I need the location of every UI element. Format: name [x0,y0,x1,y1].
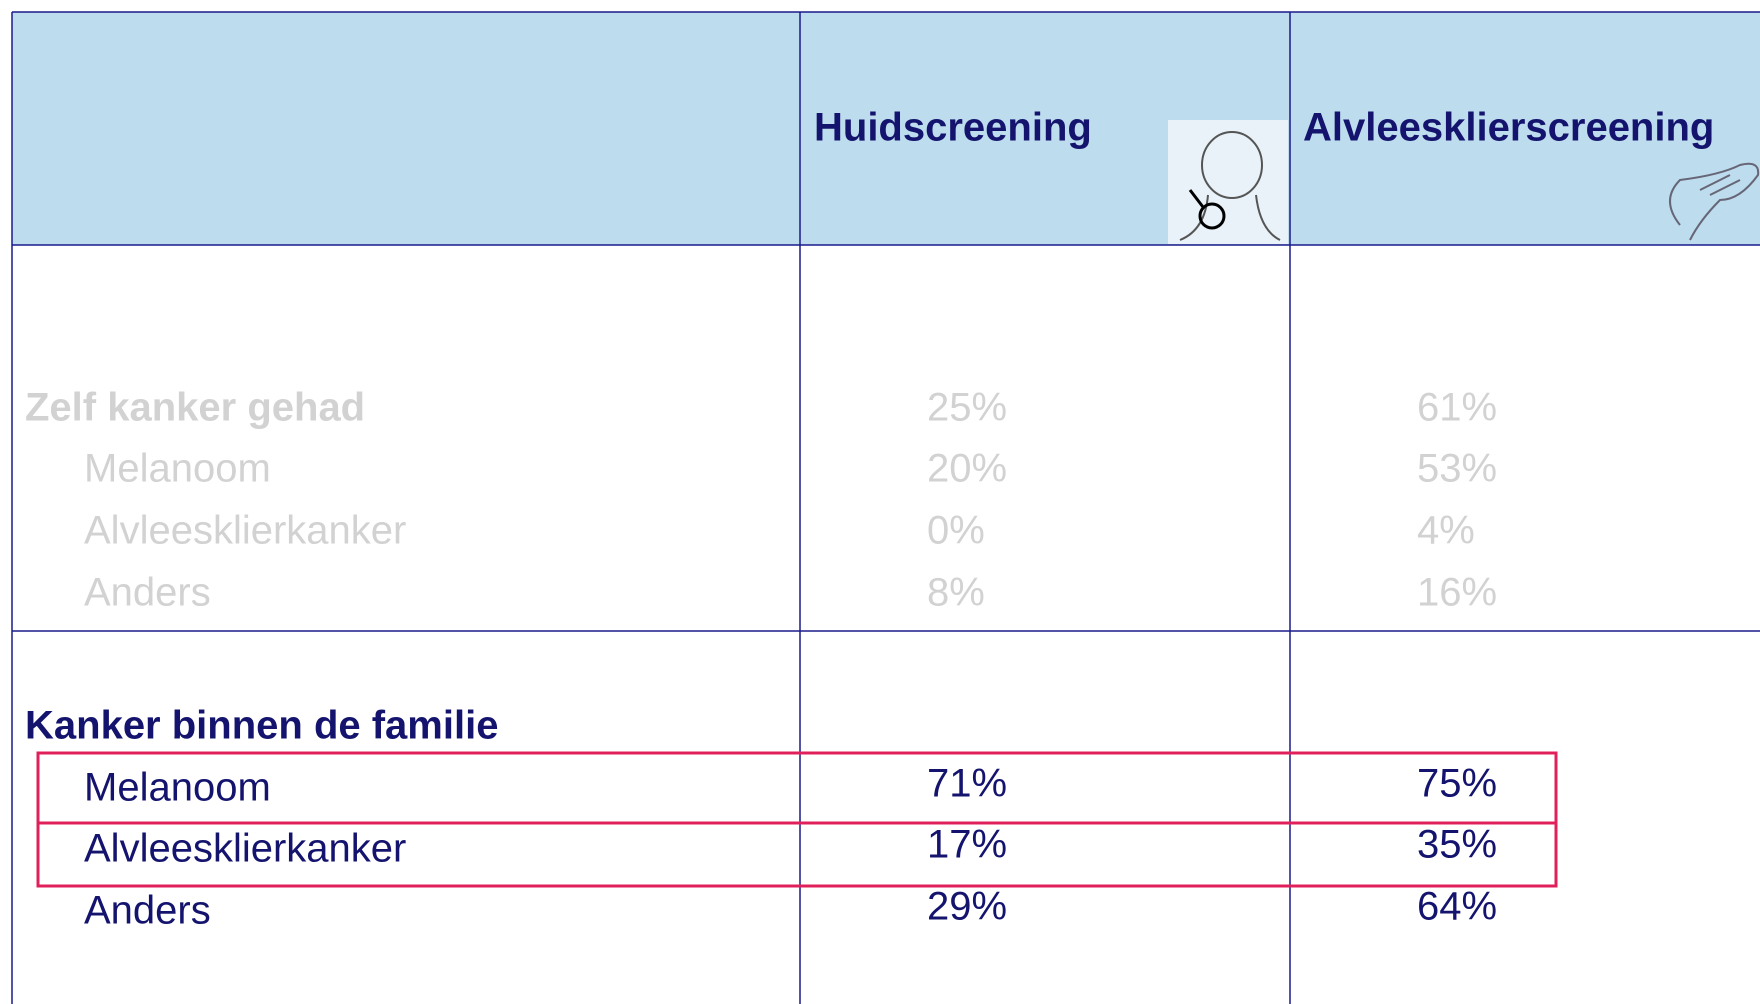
cell-value: 64% [1417,885,1497,929]
cell-value: 4% [1417,509,1475,553]
cell-value: 75% [1417,762,1497,806]
cell-value: 20% [927,447,1007,491]
column-header: Huidscreening [814,106,1092,150]
section-title: Zelf kanker gehad [25,386,365,430]
row-label: Anders [84,889,211,933]
row-label: Melanoom [84,447,271,491]
row-label: Melanoom [84,766,271,810]
cell-value: 16% [1417,571,1497,615]
skin-icon [1168,120,1288,244]
cell-value: 61% [1417,386,1497,430]
cell-value: 25% [927,386,1007,430]
highlight-box [36,821,1558,888]
header-band [12,12,1760,245]
cell-value: 53% [1417,447,1497,491]
cell-value: 35% [1417,823,1497,867]
cell-value: 8% [927,571,985,615]
pancreas-icon [1669,162,1760,241]
cell-value: 17% [927,823,1007,867]
column-header: Alvleesklierscreening [1303,106,1714,150]
cell-value: 0% [927,509,985,553]
cell-value: 29% [927,885,1007,929]
row-label: Anders [84,571,211,615]
section-title: Kanker binnen de familie [25,704,498,748]
row-label: Alvleesklierkanker [84,509,406,553]
row-label: Alvleesklierkanker [84,827,406,871]
cell-value: 71% [927,762,1007,806]
